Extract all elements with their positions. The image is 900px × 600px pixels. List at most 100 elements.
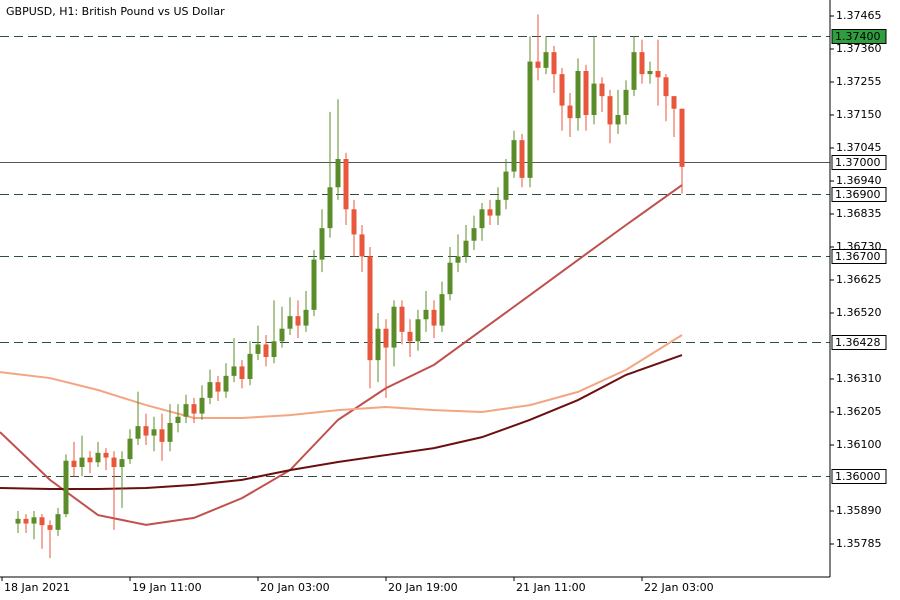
level-label: 1.37400 — [835, 30, 881, 43]
candle-body — [15, 518, 21, 524]
candle-body — [423, 309, 429, 320]
candle-body — [71, 460, 77, 467]
level-label-box — [831, 155, 887, 170]
candle-body — [271, 341, 277, 357]
y-tick-label: 1.37465 — [836, 9, 882, 22]
level-label: 1.36900 — [835, 188, 881, 201]
candle-body — [519, 140, 525, 178]
candle-body — [511, 140, 517, 172]
candle-body — [223, 375, 229, 392]
level-label: 1.36428 — [835, 336, 881, 349]
candle-body — [407, 331, 413, 342]
candle-body — [239, 366, 245, 379]
candle-body — [399, 306, 405, 332]
candle-body — [287, 316, 293, 329]
candle-body — [567, 105, 573, 119]
candle-body — [127, 438, 133, 460]
candle-body — [503, 171, 509, 200]
candle-layer — [15, 14, 685, 559]
candle-body — [495, 199, 501, 216]
level-label-box — [831, 469, 887, 484]
x-tick-label: 21 Jan 11:00 — [516, 581, 586, 594]
candle-body — [599, 83, 605, 97]
y-tick-label: 1.37150 — [836, 108, 882, 121]
candle-body — [335, 159, 341, 188]
level-label-box — [831, 249, 887, 264]
candle-body — [183, 404, 189, 417]
y-tick-label: 1.36940 — [836, 174, 882, 187]
level-layer: 1.37400 1.37000 1.36900 1.36700 1.36428 1.360… — [831, 29, 887, 484]
candle-body — [23, 518, 29, 524]
candle-body — [103, 452, 109, 458]
x-tick-label: 20 Jan 03:00 — [260, 581, 330, 594]
candle-body — [63, 460, 69, 515]
candle-body — [551, 52, 557, 75]
y-tick-label: 1.36310 — [836, 372, 882, 385]
candle-body — [111, 457, 117, 467]
candle-body — [95, 452, 101, 463]
candle-body — [375, 328, 381, 361]
candle-body — [463, 240, 469, 257]
candle-body — [151, 429, 157, 436]
candle-body — [535, 61, 541, 68]
candle-body — [591, 83, 597, 115]
y-tick-label: 1.37255 — [836, 75, 882, 88]
chart-title: GBPUSD, H1: British Pound vs US Dollar — [6, 5, 225, 18]
candle-body — [647, 71, 653, 75]
candle-body — [79, 457, 85, 467]
candle-body — [583, 71, 589, 115]
x-tick-label: 19 Jan 11:00 — [132, 581, 202, 594]
candle-body — [527, 61, 533, 178]
candle-body — [631, 52, 637, 90]
candle-body — [639, 52, 645, 75]
level-label-box — [831, 335, 887, 350]
candle-body — [167, 423, 173, 442]
candle-body — [119, 459, 125, 467]
candle-body — [615, 115, 621, 125]
candle-body — [663, 77, 669, 97]
candle-body — [295, 316, 301, 326]
candle-body — [415, 319, 421, 342]
candle-body — [487, 209, 493, 216]
candle-body — [87, 457, 93, 463]
candle-body — [439, 294, 445, 326]
candle-body — [191, 404, 197, 414]
candle-body — [327, 187, 333, 229]
candle-body — [559, 74, 565, 106]
level-label: 1.36000 — [835, 470, 881, 483]
candle-body — [207, 382, 213, 398]
axis-layer: 1.37465 1.37360 1.37255 1.37150 1.37045 1.369… — [0, 0, 882, 594]
y-tick-label: 1.36520 — [836, 306, 882, 319]
candle-body — [343, 159, 349, 210]
candle-body — [39, 517, 45, 526]
candle-body — [135, 426, 141, 439]
candle-body — [279, 328, 285, 342]
grid-layer — [0, 36, 830, 477]
y-tick-label: 1.36835 — [836, 207, 882, 220]
candle-body — [479, 209, 485, 229]
candle-body — [543, 52, 549, 68]
candle-body — [431, 309, 437, 326]
candle-body — [159, 429, 165, 442]
candle-body — [471, 228, 477, 241]
candle-body — [391, 306, 397, 348]
y-tick-label: 1.36625 — [836, 273, 882, 286]
y-tick-label: 1.36205 — [836, 405, 882, 418]
level-label: 1.36700 — [835, 250, 881, 263]
x-tick-label: 20 Jan 19:00 — [388, 581, 458, 594]
candle-body — [47, 525, 53, 530]
candle-body — [175, 416, 181, 423]
candle-body — [359, 234, 365, 257]
level-label-box — [831, 187, 887, 202]
candle-body — [655, 71, 661, 78]
candle-body — [31, 517, 37, 524]
candle-body — [671, 96, 677, 109]
y-tick-label: 1.37360 — [836, 42, 882, 55]
candle-body — [263, 344, 269, 357]
candle-body — [143, 426, 149, 436]
candle-body — [447, 262, 453, 295]
candle-body — [455, 256, 461, 263]
x-tick-label: 18 Jan 2021 — [4, 581, 70, 594]
y-tick-label: 1.35785 — [836, 537, 882, 550]
